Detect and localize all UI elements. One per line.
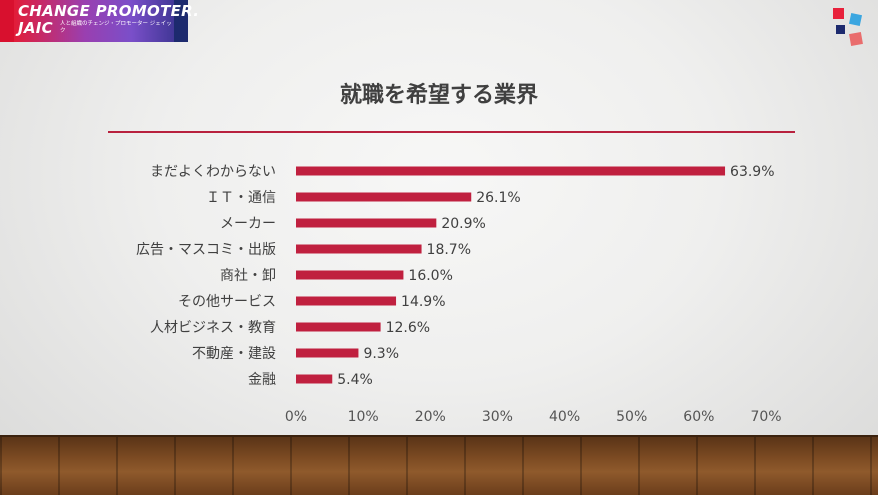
value-label-2: 20.9%: [441, 216, 485, 232]
brand-tagline: 人と組織のチェンジ・プロモーター ジェイック: [60, 21, 172, 34]
x-tick-label-0: 0%: [285, 409, 307, 425]
x-tick-label-7: 70%: [750, 409, 781, 425]
bar-7: [296, 348, 359, 358]
category-label-3: 広告・マスコミ・出版: [136, 242, 276, 258]
value-label-3: 18.7%: [427, 242, 471, 258]
labels-layer: まだよくわからない 63.9% ＩＴ・通信 26.1% メーカー 20.9% 広告・マスコミ…: [136, 164, 775, 388]
category-label-1: ＩＴ・通信: [206, 190, 276, 206]
brand-wordmark: CHANGE PROMOTER. JAIC: [18, 2, 200, 37]
category-label-7: 不動産・建設: [192, 346, 276, 362]
brand-stripe-red: [0, 0, 14, 42]
category-label-8: 金融: [248, 372, 276, 388]
x-tick-label-1: 10%: [348, 409, 379, 425]
x-tick-label-6: 60%: [683, 409, 714, 425]
value-label-7: 9.3%: [363, 346, 399, 362]
category-label-0: まだよくわからない: [150, 164, 276, 180]
value-label-5: 14.9%: [401, 294, 445, 310]
bars-layer: [296, 166, 726, 384]
category-label-6: 人材ビジネス・教育: [150, 320, 276, 336]
category-label-5: その他サービス: [178, 294, 276, 310]
x-tick-label-5: 50%: [616, 409, 647, 425]
logo-square-red: [833, 8, 844, 19]
bar-5: [296, 296, 397, 306]
value-label-4: 16.0%: [408, 268, 452, 284]
bar-2: [296, 218, 437, 228]
category-label-2: メーカー: [220, 216, 276, 232]
bar-0: [296, 166, 726, 176]
value-label-6: 12.6%: [386, 320, 430, 336]
category-label-4: 商社・卸: [220, 268, 276, 284]
value-label-0: 63.9%: [730, 164, 774, 180]
bar-3: [296, 244, 422, 254]
chart-title: 就職を希望する業界: [339, 83, 538, 108]
value-label-8: 5.4%: [337, 372, 373, 388]
floor-edge: [0, 435, 878, 438]
bar-6: [296, 322, 381, 332]
ticks-layer: 0% 10% 20% 30% 40% 50% 60% 70%: [285, 409, 782, 425]
x-tick-label-2: 20%: [415, 409, 446, 425]
brand-stripe-navy: [174, 0, 188, 42]
value-label-1: 26.1%: [476, 190, 520, 206]
brand-banner: CHANGE PROMOTER. JAIC 人と組織のチェンジ・プロモーター ジ…: [0, 0, 199, 42]
title-underline: [108, 131, 795, 133]
bar-4: [296, 270, 404, 280]
wood-floor: [0, 437, 878, 495]
x-tick-label-4: 40%: [549, 409, 580, 425]
bar-8: [296, 374, 333, 384]
bar-1: [296, 192, 472, 202]
x-tick-label-3: 30%: [482, 409, 513, 425]
logo-square-navy: [836, 25, 845, 34]
